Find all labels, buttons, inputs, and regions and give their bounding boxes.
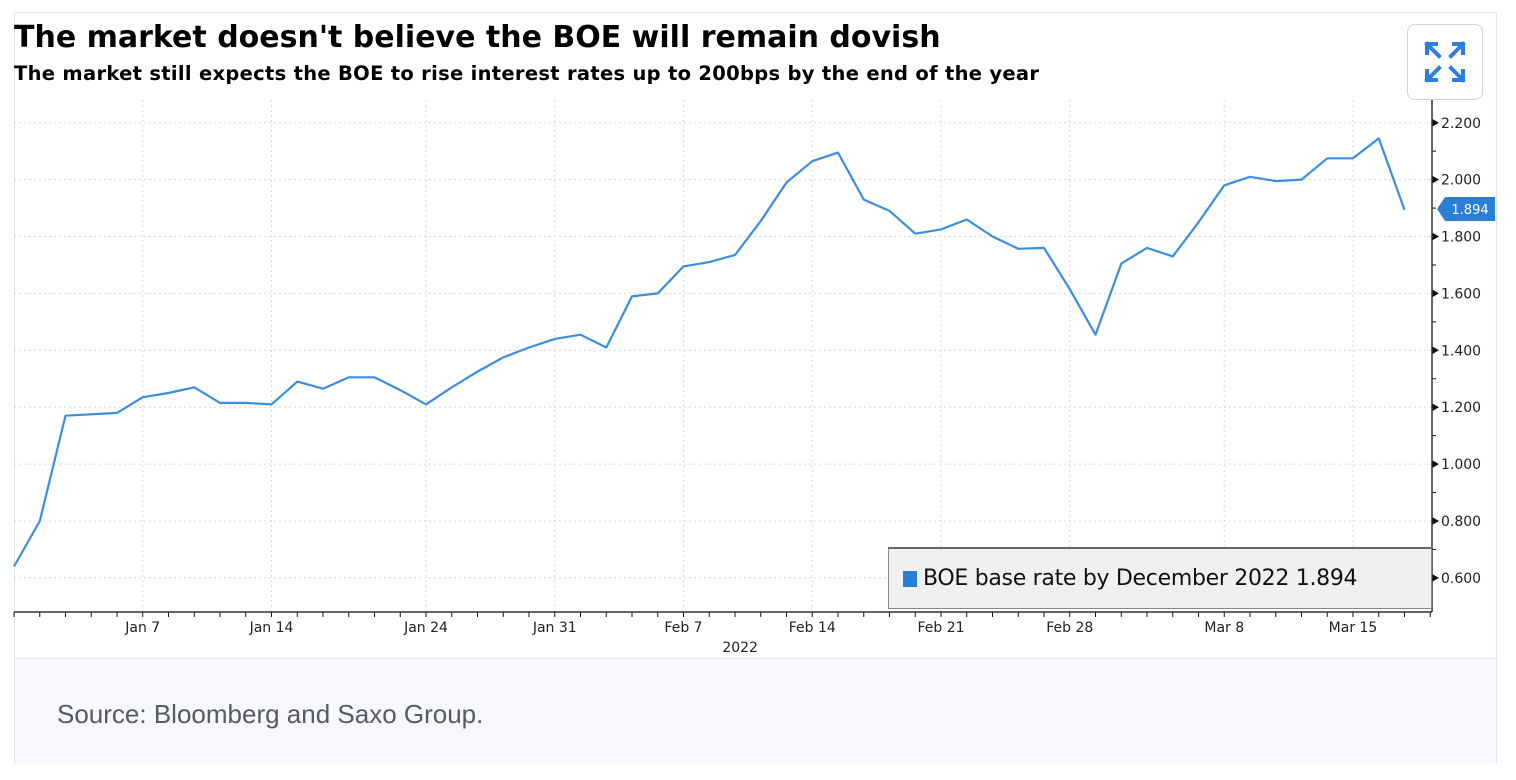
legend-swatch bbox=[903, 570, 917, 587]
y-tick-label: 0.800 bbox=[1441, 514, 1481, 530]
legend: BOE base rate by December 2022 1.894 bbox=[888, 547, 1432, 609]
x-tick-label: Feb 7 bbox=[664, 620, 702, 636]
y-tick-mark bbox=[1432, 573, 1439, 582]
y-tick-mark bbox=[1432, 516, 1439, 525]
x-tick-label: Feb 21 bbox=[917, 620, 964, 636]
x-tick-label: Feb 14 bbox=[789, 620, 836, 636]
x-tick-label: Jan 24 bbox=[403, 620, 448, 636]
chart-title: The market doesn't believe the BOE will … bbox=[14, 20, 941, 55]
x-tick-label: Jan 31 bbox=[532, 620, 577, 636]
data-points bbox=[13, 138, 1405, 567]
x-tick-label: Jan 14 bbox=[249, 620, 294, 636]
last-value-label: 1.894 bbox=[1451, 203, 1488, 218]
y-tick-label: 2.200 bbox=[1441, 116, 1481, 132]
y-tick-mark bbox=[1432, 118, 1439, 127]
expand-button[interactable] bbox=[1407, 24, 1483, 100]
chart-subtitle: The market still expects the BOE to rise… bbox=[14, 62, 1040, 85]
y-tick-label: 1.000 bbox=[1441, 457, 1481, 473]
y-tick-mark bbox=[1432, 460, 1439, 469]
y-tick-mark bbox=[1432, 175, 1439, 184]
x-tick-label: Jan 7 bbox=[124, 620, 160, 636]
y-tick-label: 1.200 bbox=[1441, 400, 1481, 416]
axes bbox=[13, 100, 1439, 617]
x-tick-label: Mar 15 bbox=[1329, 620, 1378, 636]
y-tick-label: 1.400 bbox=[1441, 343, 1481, 359]
chart-card bbox=[14, 12, 1497, 764]
y-tick-mark bbox=[1432, 289, 1439, 298]
x-tick-label: Feb 28 bbox=[1046, 620, 1093, 636]
y-tick-label: 0.600 bbox=[1441, 571, 1481, 587]
y-tick-label: 2.000 bbox=[1441, 173, 1481, 189]
y-tick-label: 1.800 bbox=[1441, 230, 1481, 246]
footer: Source: Bloomberg and Saxo Group. bbox=[15, 658, 1496, 764]
tick-labels: 0.600 0.800 1.000 1.200 1.400 1.600 1.800 2.000… bbox=[124, 116, 1481, 656]
y-tick-label: 1.600 bbox=[1441, 286, 1481, 302]
x-tick-label: Mar 8 bbox=[1204, 620, 1244, 636]
legend-label: BOE base rate by December 2022 1.894 bbox=[923, 566, 1358, 591]
last-value-tag: 1.894 bbox=[1437, 197, 1495, 221]
grid-lines bbox=[14, 100, 1432, 612]
year-label: 2022 bbox=[722, 640, 758, 656]
y-tick-mark bbox=[1432, 403, 1439, 412]
series-line bbox=[13, 137, 1406, 568]
expand-icon bbox=[1424, 41, 1466, 83]
y-tick-mark bbox=[1432, 346, 1439, 355]
y-tick-mark bbox=[1432, 232, 1439, 241]
source-text: Source: Bloomberg and Saxo Group. bbox=[57, 699, 484, 729]
